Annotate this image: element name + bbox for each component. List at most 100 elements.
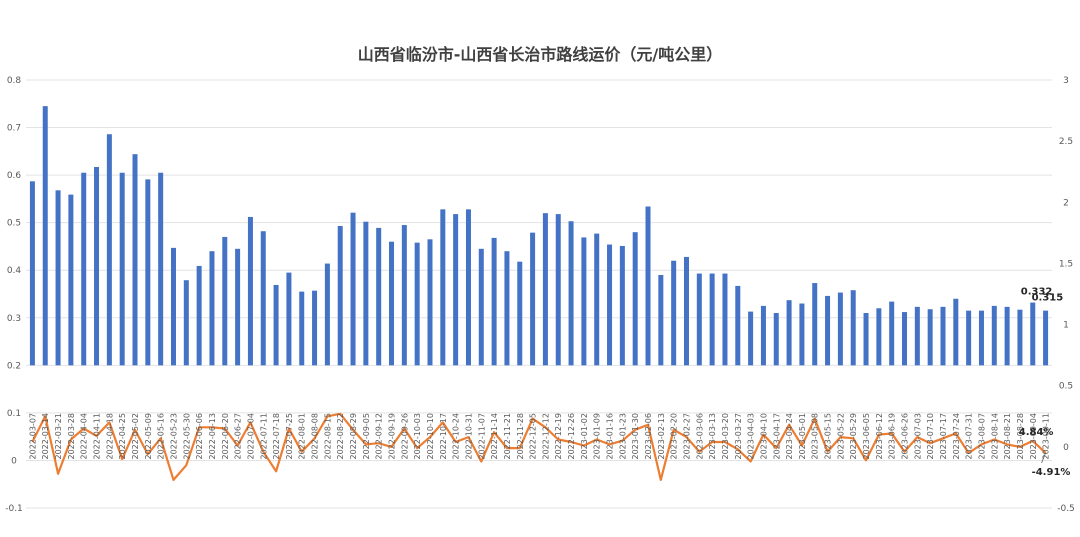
bar [837, 292, 843, 366]
right-tick-label: -0.5 [1057, 504, 1075, 514]
bar [222, 236, 228, 366]
x-tick-label: 2023-03-27 [734, 413, 743, 460]
bar [542, 213, 548, 366]
bar [773, 313, 779, 366]
x-tick-label: 2022-10-03 [413, 413, 422, 460]
bar [722, 273, 728, 366]
bar [389, 241, 395, 366]
right-tick-label: 0.5 [1059, 382, 1073, 392]
change-line [31, 412, 1047, 481]
bar [645, 206, 651, 366]
bar [568, 221, 574, 366]
x-tick-label: 2023-06-26 [901, 413, 910, 460]
bar [183, 280, 189, 366]
bar [209, 251, 215, 366]
bar [158, 172, 164, 366]
bar [683, 256, 689, 366]
bar [825, 295, 831, 366]
x-tick-label: 2022-09-26 [400, 413, 409, 460]
left-tick-label: 0.3 [7, 314, 21, 324]
bar [465, 209, 471, 366]
x-tick-label: 2022-03-07 [28, 413, 37, 460]
bar [850, 290, 856, 366]
x-tick-label: 2022-10-24 [452, 413, 461, 460]
x-tick-label: 2022-05-16 [157, 413, 166, 460]
bar [940, 306, 946, 366]
x-tick-label: 2023-09-04 [1029, 413, 1038, 460]
bar-label-prev: 0.332 [1021, 287, 1053, 298]
bar [953, 298, 959, 366]
x-tick-label: 2022-05-23 [169, 413, 178, 460]
x-tick-label: 2022-06-06 [195, 413, 204, 460]
bar [658, 274, 664, 366]
x-tick-label: 2023-08-21 [1003, 413, 1012, 460]
bar [491, 237, 497, 366]
x-tick-label: 2023-08-28 [1016, 413, 1025, 460]
bar [106, 134, 112, 366]
bar [81, 172, 87, 366]
x-tick-label: 2022-09-19 [388, 413, 397, 460]
bar [273, 284, 279, 366]
bar [453, 214, 459, 366]
x-tick-label: 2022-04-04 [80, 413, 89, 460]
x-tick-label: 2022-10-17 [439, 413, 448, 460]
x-tick-label: 2023-09-11 [1042, 413, 1051, 460]
x-tick-label: 2022-08-22 [336, 413, 345, 460]
x-tick-label: 2022-12-12 [541, 413, 550, 460]
bar [709, 273, 715, 366]
x-tick-label: 2023-06-12 [875, 413, 884, 460]
x-tick-label: 2022-03-28 [67, 413, 76, 460]
bar [632, 232, 638, 366]
x-tick-label: 2022-03-21 [54, 413, 63, 460]
x-tick-label: 2023-03-06 [695, 413, 704, 460]
bar [927, 309, 933, 366]
x-tick-label: 2023-08-07 [977, 413, 986, 460]
bar [376, 227, 382, 366]
x-tick-label: 2022-08-01 [298, 413, 307, 460]
bar [760, 305, 766, 366]
x-tick-label: 2022-12-05 [529, 413, 538, 460]
line-label-prev: 4.84% [1019, 427, 1054, 438]
bar [312, 290, 318, 366]
bar [530, 232, 536, 366]
right-tick-label: 1 [1063, 321, 1069, 331]
bar [196, 265, 202, 366]
x-axis: 2022-03-07 2022-03-14 2022-03-21 2022-03-28… [28, 413, 1050, 460]
left-tick-label: 0.1 [7, 409, 21, 419]
bar [671, 260, 677, 366]
bar [299, 291, 305, 366]
bar [555, 214, 561, 366]
x-tick-label: 2022-04-18 [105, 413, 114, 460]
x-tick-label: 2023-05-29 [849, 413, 858, 460]
left-tick-label: 0.5 [7, 219, 21, 229]
x-tick-label: 2023-05-08 [811, 413, 820, 460]
bar [401, 225, 407, 366]
x-tick-label: 2022-12-19 [554, 413, 563, 460]
bar [286, 272, 292, 366]
x-tick-label: 2023-02-20 [670, 413, 679, 460]
bar [696, 273, 702, 366]
x-tick-label: 2023-02-27 [682, 413, 691, 460]
bar [748, 311, 754, 366]
bar [324, 263, 330, 366]
x-tick-label: 2023-01-16 [606, 413, 615, 460]
x-tick-label: 2023-04-24 [785, 413, 794, 460]
x-tick-label: 2022-05-02 [131, 413, 140, 460]
left-tick-label: 0.6 [7, 171, 22, 181]
left-tick-label: 0.7 [7, 124, 21, 134]
x-tick-label: 2023-02-13 [657, 413, 666, 460]
x-tick-label: 2023-04-17 [772, 413, 781, 460]
bar [619, 245, 625, 366]
x-tick-label: 2023-01-02 [580, 413, 589, 460]
bar [863, 313, 869, 366]
x-tick-label: 2022-08-29 [349, 413, 358, 460]
x-tick-label: 2023-08-14 [990, 413, 999, 460]
bar [812, 283, 818, 366]
x-tick-label: 2023-05-22 [836, 413, 845, 460]
x-tick-label: 2023-05-15 [824, 413, 833, 460]
x-tick-label: 2022-09-12 [375, 413, 384, 460]
right-tick-label: 3 [1063, 76, 1069, 86]
x-tick-label: 2023-04-10 [759, 413, 768, 460]
